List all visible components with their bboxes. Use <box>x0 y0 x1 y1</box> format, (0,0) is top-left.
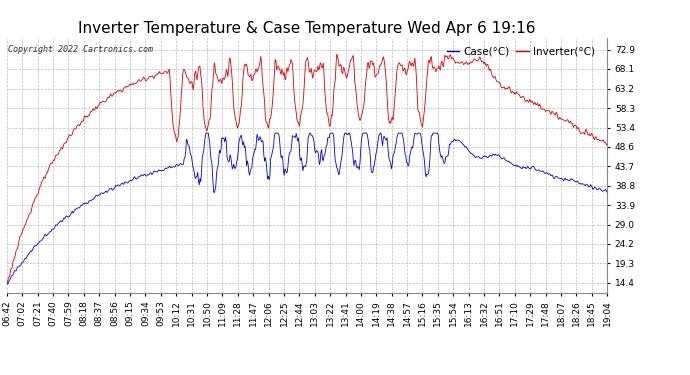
Legend: Case(°C), Inverter(°C): Case(°C), Inverter(°C) <box>443 43 599 61</box>
Text: Copyright 2022 Cartronics.com: Copyright 2022 Cartronics.com <box>8 45 153 54</box>
Title: Inverter Temperature & Case Temperature Wed Apr 6 19:16: Inverter Temperature & Case Temperature … <box>78 21 536 36</box>
